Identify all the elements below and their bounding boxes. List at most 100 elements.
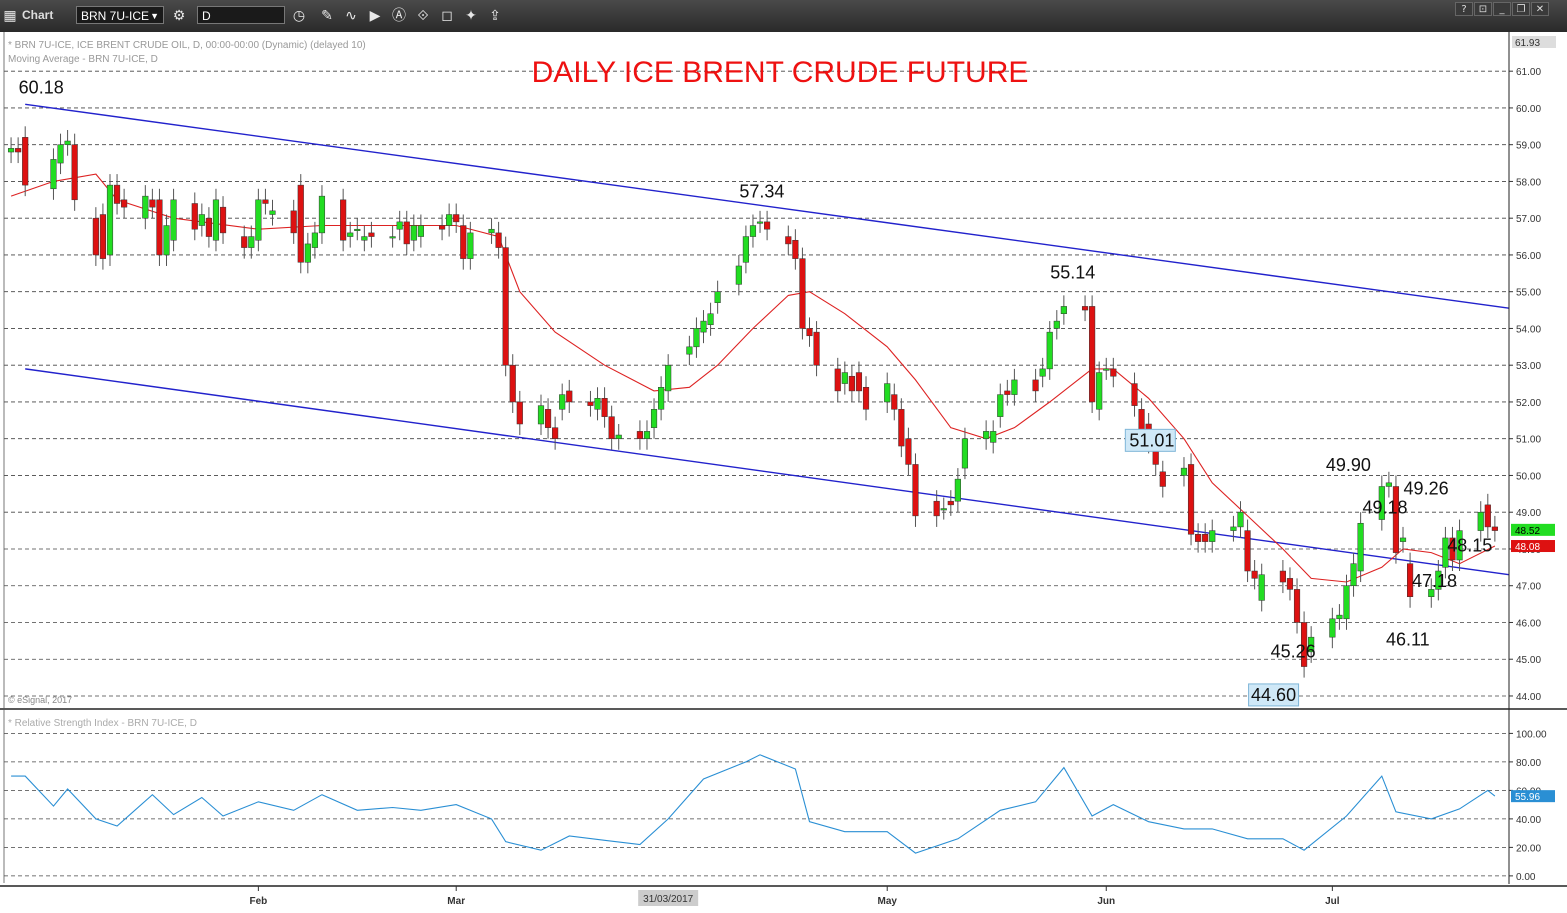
tools-icon[interactable]: ⟐ xyxy=(417,8,429,24)
chevron-down-icon[interactable]: ▼ xyxy=(150,11,159,21)
candle-up xyxy=(997,394,1004,417)
info-line-1: * BRN 7U-ICE, ICE BRENT CRUDE OIL, D, 00… xyxy=(8,40,366,51)
candle-down xyxy=(544,409,552,428)
candle-down xyxy=(403,221,410,245)
price-tick-label: 46.00 xyxy=(1516,618,1541,629)
chart-area[interactable]: 44.0045.0046.0047.0048.0049.0050.0051.00… xyxy=(0,32,1567,913)
candle-up xyxy=(559,394,566,410)
candle-down xyxy=(764,221,771,230)
candle-down xyxy=(1004,390,1011,395)
grid xyxy=(4,70,1509,877)
price-tick-label: 51.00 xyxy=(1516,435,1541,446)
candle-down xyxy=(1187,464,1195,535)
wave-icon[interactable]: ∿ xyxy=(345,8,357,24)
candle-down xyxy=(1244,530,1251,572)
trendlines xyxy=(25,103,1510,576)
candle-up xyxy=(650,409,658,428)
candle-down xyxy=(15,148,22,153)
share-icon[interactable]: ⇪ xyxy=(489,8,501,24)
price-annotation: 48.15 xyxy=(1447,535,1492,555)
candle-up xyxy=(1336,614,1343,620)
candle-down xyxy=(22,137,29,186)
candle-down xyxy=(891,394,898,410)
candle-up xyxy=(304,243,311,263)
candle-down xyxy=(1293,589,1301,623)
annotation-box xyxy=(1248,683,1300,707)
settings-icon[interactable]: ⚙ xyxy=(172,8,186,24)
alert-icon[interactable]: Ⓐ xyxy=(392,8,406,24)
candle-up xyxy=(841,372,848,384)
price-annotation: 44.60 xyxy=(1251,685,1296,705)
candle-up xyxy=(1209,530,1216,542)
candle-up xyxy=(248,236,255,248)
candle-up xyxy=(615,434,622,439)
price-annotation: 49.90 xyxy=(1326,455,1371,475)
price-tick-label: 58.00 xyxy=(1516,177,1541,188)
price-tick-label: 57.00 xyxy=(1516,214,1541,225)
candle-up xyxy=(410,225,417,241)
candle-down xyxy=(502,247,509,366)
candle-up xyxy=(749,225,757,237)
candle-up xyxy=(446,214,453,226)
candle-up xyxy=(488,228,495,234)
restore-button[interactable]: ❐ xyxy=(1512,2,1530,16)
comment-icon[interactable]: ◻ xyxy=(441,8,453,24)
price-tick-label: 47.00 xyxy=(1516,582,1541,593)
candle-down xyxy=(156,199,163,256)
candle-down xyxy=(806,328,813,337)
time-tick-label: Jun xyxy=(1097,896,1115,907)
price-tick-label: 56.00 xyxy=(1516,251,1541,262)
candle-down xyxy=(636,431,643,439)
symbol-input[interactable]: BRN 7U-ICE ▼ xyxy=(76,6,164,24)
candle-down xyxy=(1491,526,1498,531)
candle-up xyxy=(7,148,15,153)
price-tick-label: 44.00 xyxy=(1516,692,1541,703)
candle-up xyxy=(255,199,262,241)
candle-up xyxy=(389,236,396,239)
trendline xyxy=(25,368,1510,576)
close-button[interactable]: ✕ xyxy=(1531,2,1549,16)
candle-down xyxy=(509,364,516,403)
draw-line-icon[interactable]: ✎ xyxy=(321,8,333,24)
candle-down xyxy=(368,232,375,237)
candle-down xyxy=(898,409,905,447)
candle-up xyxy=(1456,530,1463,561)
clock-icon[interactable]: ◷ xyxy=(292,8,306,24)
rsi-tick-label: 40.00 xyxy=(1516,815,1541,826)
help-button[interactable]: ? xyxy=(1455,2,1473,16)
candle-down xyxy=(792,239,799,259)
time-tick-label: Jul xyxy=(1325,896,1340,907)
minimize-button[interactable]: _ xyxy=(1493,2,1511,16)
candle-up xyxy=(1230,526,1237,531)
candle-up xyxy=(57,144,64,164)
candle-down xyxy=(1110,368,1117,377)
candle-up xyxy=(1237,511,1244,528)
candle-down xyxy=(241,236,248,248)
candle-up xyxy=(1039,368,1046,377)
candle-up xyxy=(756,221,764,224)
candle-up xyxy=(142,195,149,219)
cursor-date-box xyxy=(638,890,699,906)
candle-up xyxy=(1477,511,1484,531)
toolbar: ▦ Chart BRN 7U-ICE ▼ ⚙ D ◷ ✎ ∿ ▶ Ⓐ ⟐ ◻ ✦… xyxy=(0,0,1567,33)
interval-input[interactable]: D xyxy=(197,6,285,24)
candle-down xyxy=(799,258,806,329)
price-top-box xyxy=(1512,36,1556,48)
candle-up xyxy=(1103,368,1110,371)
candle-up xyxy=(50,159,57,190)
candle-up xyxy=(1053,320,1060,329)
candle-up xyxy=(1011,379,1018,395)
candle-down xyxy=(834,368,841,392)
rsi-panel xyxy=(11,754,1496,854)
link-button[interactable]: ⊡ xyxy=(1474,2,1492,16)
candle-down xyxy=(340,199,347,241)
play-icon[interactable]: ▶ xyxy=(369,8,381,24)
rsi-tick-label: 100.00 xyxy=(1516,729,1547,740)
candle-down xyxy=(297,184,304,263)
candle-up xyxy=(354,228,361,231)
rsi-tick-label: 80.00 xyxy=(1516,758,1541,769)
candle-up xyxy=(106,184,114,256)
price-annotation: 49.18 xyxy=(1362,498,1407,518)
price-tick-label: 55.00 xyxy=(1516,288,1541,299)
twitter-icon[interactable]: ✦ xyxy=(465,8,477,24)
